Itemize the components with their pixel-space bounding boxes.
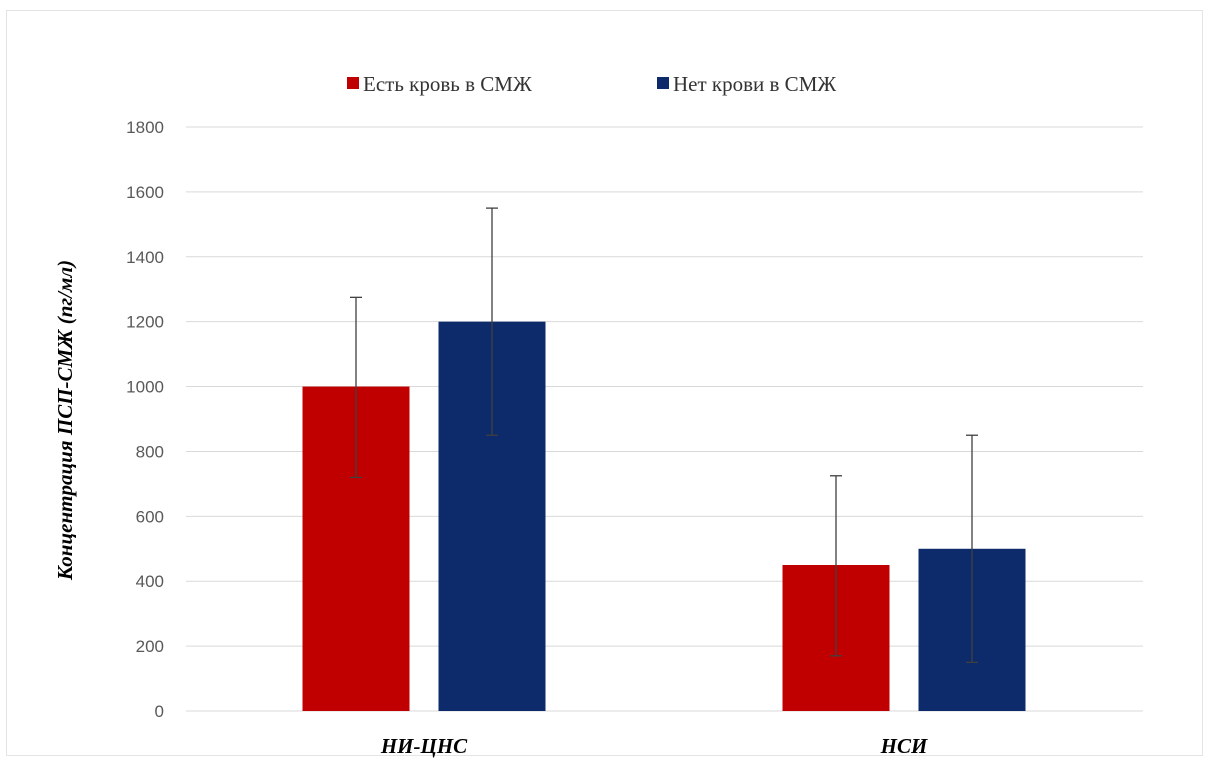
y-tick-label: 800 xyxy=(136,442,164,461)
legend-label: Есть кровь в СМЖ xyxy=(363,72,532,96)
y-tick-label: 400 xyxy=(136,572,164,591)
legend-swatch xyxy=(657,77,669,89)
y-tick-label: 0 xyxy=(155,702,164,721)
y-tick-label: 1400 xyxy=(126,248,164,267)
y-tick-label: 1200 xyxy=(126,313,164,332)
y-tick-label: 200 xyxy=(136,637,164,656)
error-bars xyxy=(350,207,978,663)
x-category-label: НСИ xyxy=(880,734,928,758)
y-tick-label: 1800 xyxy=(126,118,164,137)
legend-label: Нет крови в СМЖ xyxy=(673,72,836,96)
x-category-label: НИ-ЦНС xyxy=(380,734,468,758)
legend-swatch xyxy=(347,77,359,89)
y-tick-label: 1600 xyxy=(126,183,164,202)
y-axis-ticks: 0 200 400 600 800 1000 1200 1400 1600 1800 xyxy=(126,118,164,721)
y-tick-label: 1000 xyxy=(126,378,164,397)
x-axis-categories: НИ-ЦНС НСИ xyxy=(380,734,928,758)
y-tick-label: 600 xyxy=(136,507,164,526)
legend: Есть кровь в СМЖ Нет крови в СМЖ xyxy=(347,72,836,96)
y-axis-label: Концентрация ПСП-СМЖ (пг/мл) xyxy=(53,260,77,581)
